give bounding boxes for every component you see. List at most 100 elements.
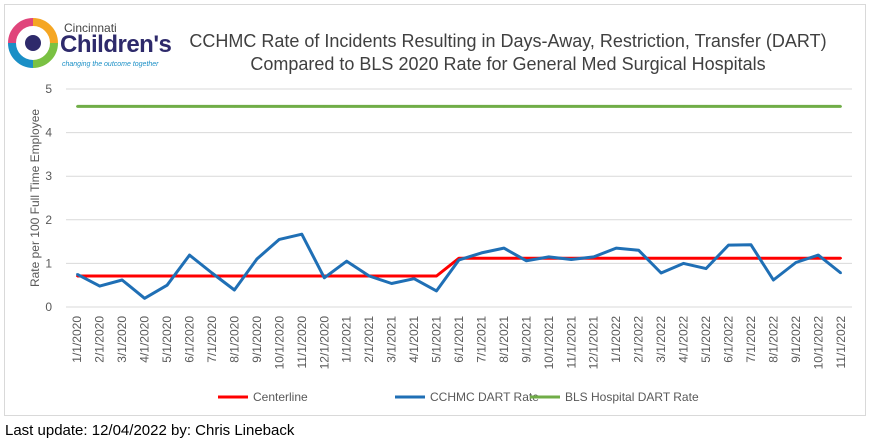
x-tick-label: 1/1/2021: [340, 316, 354, 363]
series-line-1: [76, 232, 842, 300]
data-point: [300, 274, 303, 278]
x-tick-label: 2/1/2020: [93, 316, 107, 363]
data-point: [817, 105, 820, 108]
data-point: [839, 105, 842, 108]
x-tick-label: 11/1/2020: [295, 316, 309, 369]
data-point: [457, 258, 461, 262]
data-point: [659, 105, 663, 108]
data-point: [278, 274, 281, 278]
data-point: [300, 105, 303, 108]
data-point: [210, 105, 214, 108]
data-point: [727, 243, 730, 247]
x-tick-label: 7/1/2020: [205, 316, 219, 363]
data-point: [76, 273, 79, 276]
data-point: [188, 274, 191, 278]
logo: Cincinnati Children's changing the outco…: [8, 18, 173, 70]
data-point: [480, 105, 483, 108]
data-point: [682, 105, 685, 108]
data-point: [749, 256, 753, 260]
chart-title-line2: Compared to BLS 2020 Rate for General Me…: [250, 54, 766, 74]
y-tick-label: 0: [45, 300, 52, 314]
data-point: [592, 255, 595, 259]
data-point: [435, 105, 438, 108]
x-tick-label: 7/1/2022: [744, 316, 758, 363]
data-point: [772, 105, 775, 108]
chart-title: CCHMC Rate of Incidents Resulting in Day…: [168, 30, 848, 76]
data-point: [839, 271, 842, 275]
data-point: [233, 105, 236, 108]
data-point: [570, 258, 573, 261]
data-point: [143, 274, 146, 278]
data-point: [143, 297, 146, 300]
data-point: [547, 255, 551, 259]
data-point: [345, 105, 348, 108]
data-point: [727, 256, 730, 260]
data-point: [480, 251, 483, 255]
data-point: [817, 253, 820, 257]
x-tick-label: 3/1/2020: [115, 316, 129, 363]
data-point: [255, 105, 259, 108]
data-point: [300, 232, 303, 236]
data-point: [120, 278, 124, 282]
x-tick-label: 8/1/2022: [766, 316, 780, 363]
data-point: [120, 105, 124, 108]
legend-label: CCHMC DART Rate: [430, 390, 539, 404]
data-point: [188, 105, 191, 108]
x-tick-label: 1/1/2022: [609, 316, 623, 363]
data-point: [502, 256, 506, 260]
data-point: [98, 274, 101, 278]
data-point: [278, 238, 281, 241]
x-tick-label: 12/1/2020: [317, 316, 331, 370]
data-point: [120, 274, 124, 278]
x-tick-label: 10/1/2020: [272, 316, 286, 370]
x-tick-label: 7/1/2021: [474, 316, 488, 363]
data-point: [390, 282, 393, 285]
chart-frame: [4, 4, 866, 416]
data-point: [794, 256, 798, 260]
data-point: [570, 105, 573, 108]
y-tick-label: 4: [45, 126, 52, 140]
x-tick-label: 8/1/2020: [227, 316, 241, 363]
data-point: [592, 105, 595, 108]
data-point: [480, 256, 483, 260]
data-point: [839, 256, 842, 260]
data-point: [727, 105, 730, 108]
data-point: [547, 105, 551, 108]
data-point: [637, 249, 640, 252]
data-point: [143, 105, 146, 108]
data-point: [98, 105, 101, 108]
data-point: [367, 105, 371, 108]
data-point: [525, 105, 528, 108]
legend-label: Centerline: [253, 390, 308, 404]
logo-tagline: changing the outcome together: [62, 61, 159, 68]
data-point: [255, 274, 259, 278]
data-point: [165, 284, 169, 287]
data-point: [682, 262, 685, 265]
data-point: [323, 276, 326, 279]
data-point: [457, 105, 461, 108]
data-point: [749, 105, 753, 108]
last-update-footer: Last update: 12/04/2022 by: Chris Lineba…: [5, 422, 295, 439]
data-point: [435, 289, 438, 293]
logo-mark-icon: [8, 18, 58, 68]
x-tick-label: 2/1/2021: [362, 316, 376, 363]
y-tick-label: 5: [45, 82, 52, 96]
x-tick-label: 9/1/2020: [250, 316, 264, 363]
logo-line1: Cincinnati: [64, 21, 117, 35]
data-point: [615, 105, 618, 108]
data-point: [345, 260, 348, 263]
data-point: [704, 105, 708, 108]
y-tick-label: 2: [45, 213, 52, 227]
x-tick-label: 9/1/2021: [519, 316, 533, 363]
chart-title-line1: CCHMC Rate of Incidents Resulting in Day…: [189, 31, 827, 51]
data-point: [637, 105, 640, 108]
x-tick-label: 11/1/2022: [834, 316, 848, 369]
y-axis-label: Rate per 100 Full Time Employee: [28, 109, 42, 287]
data-point: [412, 105, 416, 108]
x-tick-label: 8/1/2021: [497, 316, 511, 363]
data-point: [367, 274, 371, 278]
data-point: [502, 105, 506, 108]
data-point: [76, 105, 79, 108]
x-tick-label: 5/1/2020: [160, 316, 174, 363]
